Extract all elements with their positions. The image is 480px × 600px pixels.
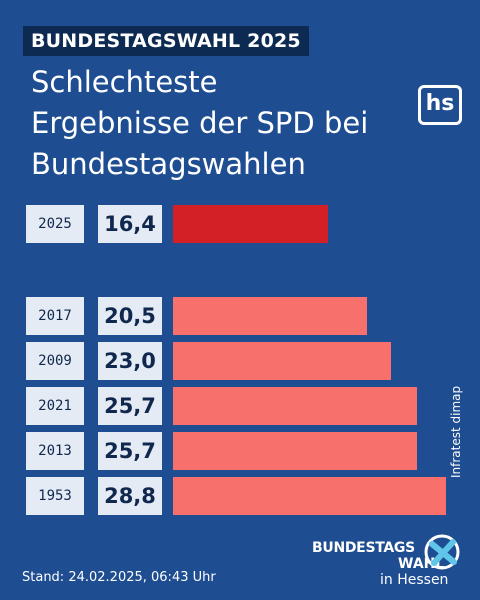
title-line-3: Bundestagswahlen: [31, 147, 306, 181]
value-label-2013: 25,7: [98, 432, 162, 470]
chart-title: Schlechteste Ergebnisse der SPD bei Bund…: [31, 62, 411, 185]
year-label-1953: 1953: [26, 477, 84, 515]
title-line-1: Schlechteste: [31, 65, 218, 99]
logo-line-1: BUNDESTAGS: [312, 540, 415, 556]
value-label-2021: 25,7: [98, 387, 162, 425]
ballot-cross-icon: [424, 534, 460, 570]
year-label-2021: 2021: [26, 387, 84, 425]
value-label-2025: 16,4: [98, 205, 162, 243]
logo-line-3: in Hessen: [380, 572, 449, 588]
year-label-2009: 2009: [26, 342, 84, 380]
bar-1953: [173, 477, 446, 515]
timestamp: Stand: 24.02.2025, 06:43 Uhr: [22, 570, 216, 585]
year-label-2025: 2025: [26, 205, 84, 243]
kicker-label: BUNDESTAGSWAHL 2025: [23, 26, 309, 56]
bar-2017: [173, 297, 367, 335]
year-label-2013: 2013: [26, 432, 84, 470]
bar-2025: [173, 205, 328, 243]
value-label-2009: 23,0: [98, 342, 162, 380]
value-label-1953: 28,8: [98, 477, 162, 515]
bar-2021: [173, 387, 417, 425]
bar-2009: [173, 342, 391, 380]
title-line-2: Ergebnisse der SPD bei: [31, 106, 369, 140]
bar-2013: [173, 432, 417, 470]
year-label-2017: 2017: [26, 297, 84, 335]
hs-logo-icon: hs: [418, 85, 462, 125]
value-label-2017: 20,5: [98, 297, 162, 335]
source-label: Infratest dimap: [449, 385, 463, 478]
bundestagswahl-hessen-logo: BUNDESTAGS WAHL in Hessen: [312, 530, 472, 590]
